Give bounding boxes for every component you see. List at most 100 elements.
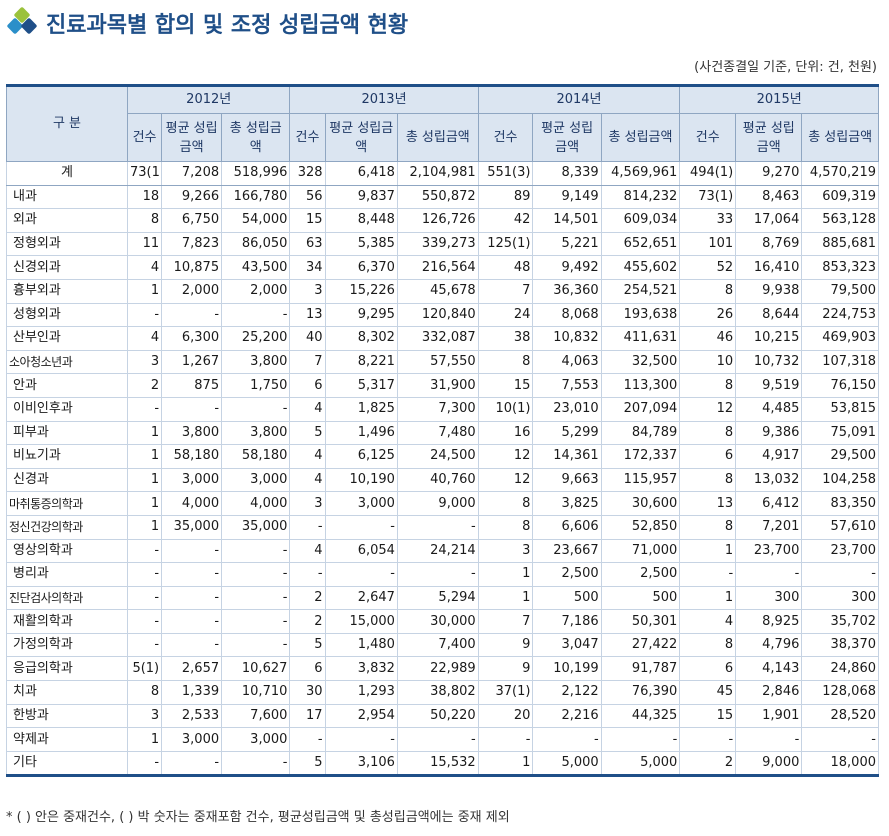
table-cell: 8 (679, 278, 737, 304)
table-cell: 79,500 (801, 278, 879, 304)
table-cell: 5 (289, 420, 326, 446)
table-cell: 107,318 (801, 349, 879, 375)
table-cell: - (126, 538, 163, 564)
table-cell: 7,480 (396, 420, 479, 446)
table-cell: 15,532 (396, 750, 479, 778)
header-year: 2012년 (126, 84, 291, 114)
table-cell: - (396, 514, 479, 540)
table-cell: 34 (289, 255, 326, 280)
table-cell: 3,106 (324, 750, 398, 778)
table-row: 신경외과 4 10,875 43,500 34 6,370 216,564 48 9,492 45… (6, 255, 879, 280)
table-cell: 4 (679, 609, 737, 634)
table-cell: 3,000 (324, 491, 398, 516)
row-label: 산부인과 (6, 326, 128, 351)
table-cell: - (289, 562, 326, 587)
table-cell: 8 (679, 467, 737, 493)
table-cell: 128,068 (801, 680, 879, 705)
header-gubun: 구 분 (6, 84, 128, 162)
table-cell: 8,644 (735, 302, 803, 328)
table-cell: - (126, 302, 163, 328)
table-cell: 875 (161, 373, 223, 398)
table-row: 치과 8 1,339 10,710 30 1,293 38,802 37(1) 2,122 76,… (6, 680, 879, 705)
cubes-logo-icon (6, 6, 38, 38)
row-label: 정신건강의학과 (6, 514, 128, 540)
table-cell: 411,631 (600, 326, 681, 351)
table-cell: 18,000 (801, 750, 879, 778)
table-cell: - (396, 562, 479, 587)
table-cell: 2,500 (532, 562, 602, 587)
table-cell: 1 (126, 491, 163, 516)
table-cell: 8,068 (532, 302, 602, 328)
table-cell: - (126, 562, 163, 587)
table-cell: 7,201 (735, 514, 803, 540)
table-cell: - (679, 562, 737, 587)
table-cell: 8,463 (735, 184, 803, 210)
table-cell: 6,370 (324, 255, 398, 280)
table-cell: 885,681 (801, 231, 879, 257)
row-label: 신경외과 (6, 255, 128, 280)
table-row: 약제과 1 3,000 3,000- - - - - - - - - (6, 727, 879, 752)
table-cell: 40 (289, 326, 326, 351)
table-cell: - (289, 514, 326, 540)
table-cell: 500 (532, 585, 602, 611)
table-cell: - (161, 632, 223, 658)
table-cell: 71,000 (600, 538, 681, 564)
table-cell: 2,846 (735, 680, 803, 705)
row-label: 가정의학과 (6, 632, 128, 658)
table-cell: 18 (126, 184, 163, 210)
table-cell: 2,657 (161, 656, 223, 682)
table-cell: 84,789 (600, 420, 681, 446)
row-label: 신경과 (6, 467, 128, 493)
table-cell: 27,422 (600, 632, 681, 658)
table-cell: 10(1) (477, 396, 534, 422)
table-cell: - (324, 562, 398, 587)
table-cell: 6 (679, 444, 737, 469)
table-cell: 254,521 (600, 278, 681, 304)
header-year: 2015년 (679, 84, 879, 114)
table-cell: - (532, 727, 602, 752)
table-cell: - (221, 585, 291, 611)
table-cell: 5(1) (126, 656, 163, 682)
table-cell: 24,214 (396, 538, 479, 564)
table-cell: - (801, 727, 879, 752)
table-cell: 15 (679, 703, 737, 729)
row-label: 피부과 (6, 420, 128, 446)
table-cell: 3 (126, 349, 163, 375)
table-cell: - (735, 562, 803, 587)
table-cell: 7,553 (532, 373, 602, 398)
table-cell: 14,361 (532, 444, 602, 469)
table-cell: 8,925 (735, 609, 803, 634)
table-row: 응급의학과 5(1) 2,657 10,627 6 3,832 22,989 9 10,199 9… (6, 656, 879, 682)
table-cell: 4 (289, 538, 326, 564)
table-cell: 23,700 (801, 538, 879, 564)
table-cell: 15,226 (324, 278, 398, 304)
table-cell: 26 (679, 302, 737, 328)
row-label: 병리과 (6, 562, 128, 587)
table-cell: 48 (477, 255, 534, 280)
table-cell: - (221, 302, 291, 328)
table-cell: 9,519 (735, 373, 803, 398)
table-cell: 8 (477, 514, 534, 540)
table-row: 재활의학과 - - -2 15,000 30,000 7 7,186 50,301 4 8,925 3… (6, 609, 879, 634)
table-cell: - (221, 632, 291, 658)
table-cell: 172,337 (600, 444, 681, 469)
table-cell: 10,710 (221, 680, 291, 705)
table-cell: 853,323 (801, 255, 879, 280)
table-cell: 3 (477, 538, 534, 564)
table-cell: 91,787 (600, 656, 681, 682)
table-cell: 33 (679, 208, 737, 233)
table-cell: 3,832 (324, 656, 398, 682)
row-label: 흉부외과 (6, 278, 128, 304)
table-cell: 4,569,961 (600, 161, 681, 186)
table-cell: 7,300 (396, 396, 479, 422)
table-cell: 518,996 (221, 161, 291, 186)
table-cell: 5,000 (600, 750, 681, 778)
table-cell: 1 (679, 585, 737, 611)
table-cell: 1 (126, 278, 163, 304)
table-cell: 1 (126, 444, 163, 469)
table-cell: 10,627 (221, 656, 291, 682)
table-cell: 609,034 (600, 208, 681, 233)
table-cell: 2,216 (532, 703, 602, 729)
table-cell: 125(1) (477, 231, 534, 257)
table-cell: 126,726 (396, 208, 479, 233)
